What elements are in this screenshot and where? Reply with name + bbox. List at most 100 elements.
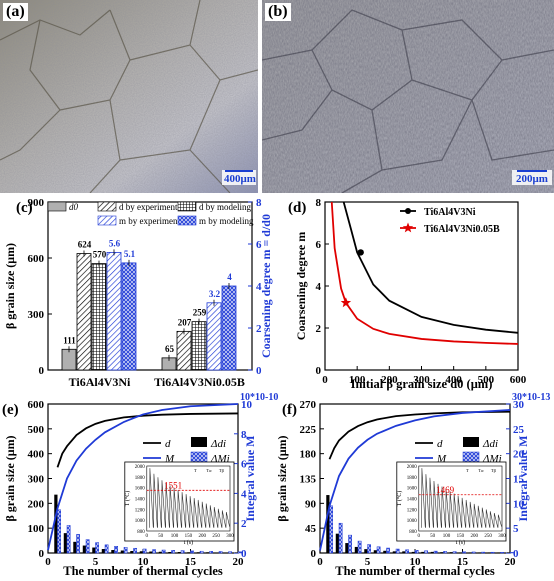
e-bar-delta-M xyxy=(228,551,232,554)
c-bar xyxy=(121,262,137,371)
c-bar xyxy=(106,251,122,371)
e-ytick-right-label: 6 xyxy=(241,459,247,471)
d-ytick-label: 0 xyxy=(316,365,322,377)
f-ytick-right-label: 20 xyxy=(513,449,525,461)
f-ytick-label: 135 xyxy=(300,474,317,486)
e-inset-ytick-label: 2000 xyxy=(135,465,146,470)
e-bar-delta-d xyxy=(177,552,181,553)
c-ytick-right-label: 8 xyxy=(256,197,262,209)
f-inset-xlabel: t (s) xyxy=(456,539,466,546)
f-xtick-label: 5 xyxy=(365,556,371,568)
d-ytick-label: 4 xyxy=(316,281,322,293)
f-bar-delta-M xyxy=(367,544,371,554)
c-legend-text: d by modeling xyxy=(199,202,251,212)
c-bar-label: 5.6 xyxy=(109,238,121,248)
micrograph-a-image xyxy=(0,0,258,193)
e-bar-delta-M xyxy=(104,544,109,554)
panel-label-d: (d) xyxy=(288,200,306,216)
f-bar-delta-d xyxy=(506,552,510,553)
scale-bar-a: 400μm xyxy=(222,170,256,185)
f-bar-delta-M xyxy=(338,522,343,554)
c-bar-label: 4 xyxy=(227,272,232,282)
d-xtick-label: 200 xyxy=(381,374,398,386)
f-bar-delta-d xyxy=(487,552,491,553)
e-ytick-right-label: 2 xyxy=(241,518,247,530)
e-bar-delta-M xyxy=(66,525,71,554)
f-inset-annotation: 1469 xyxy=(436,485,455,495)
c-bar-label: 259 xyxy=(193,308,207,318)
e-ytick-label: 0 xyxy=(39,548,45,560)
c-bar xyxy=(91,263,107,371)
e-inset-xtick-label: 150 xyxy=(185,534,193,539)
f-bar-delta-M xyxy=(395,548,400,554)
f-legend-text: Δdi xyxy=(482,438,498,450)
e-bar-delta-d xyxy=(206,552,210,553)
f-inset-legend-text: T xyxy=(466,468,469,473)
e-inset-ytick-label: 1800 xyxy=(135,476,146,481)
e-ytick-label: 500 xyxy=(28,424,45,436)
e-inset-xtick-label: 300 xyxy=(226,534,234,539)
e-inset-ytick-label: 1000 xyxy=(135,519,146,524)
f-bar-delta-M xyxy=(414,550,419,554)
f-inset-legend-text: Tβ xyxy=(491,468,497,473)
e-bar-delta-M xyxy=(218,551,223,554)
c-bar-label: 3.2 xyxy=(209,289,221,299)
c-legend-text: m by modeling xyxy=(199,216,254,226)
c-ytick-label: 600 xyxy=(28,253,45,265)
f-inset-ytick-label: 1200 xyxy=(407,508,418,513)
e-bar-delta-M xyxy=(85,539,90,554)
e-ytick-label: 600 xyxy=(28,399,45,411)
f-ytick-right-label: 5 xyxy=(513,523,519,535)
f-bar-delta-M xyxy=(329,505,333,554)
f-M-curve xyxy=(319,409,511,551)
e-inset-legend-text: Tα xyxy=(206,468,212,473)
c-bar-label: 5.1 xyxy=(124,249,136,259)
f-bar-delta-d xyxy=(326,495,330,553)
f-bar-delta-d xyxy=(459,552,463,553)
e-d-curve xyxy=(56,412,239,468)
f-ytick-label: 270 xyxy=(300,399,317,411)
e-ytick-right-label: 10 xyxy=(241,399,253,411)
e-bar-delta-d xyxy=(92,547,96,553)
c-ytick-label: 0 xyxy=(39,365,45,377)
f-bar-delta-d xyxy=(468,552,472,553)
f-ytick-right-label: 0 xyxy=(513,548,519,560)
f-inset-xtick-label: 100 xyxy=(443,534,451,539)
f-bar-delta-d xyxy=(411,551,415,553)
f-bar-delta-d xyxy=(478,552,482,553)
c-ylabel: β grain size (μm) xyxy=(3,243,17,329)
e-bar-delta-M xyxy=(57,509,61,554)
e-inset-legend-text: Tβ xyxy=(219,468,225,473)
e-ytick-label: 400 xyxy=(28,449,45,461)
panel-label-e: (e) xyxy=(2,402,19,418)
f-bar-delta-M xyxy=(471,551,476,554)
d-legend-marker xyxy=(402,222,414,233)
e-ylabel-right: Integral value M xyxy=(243,436,257,522)
e-inset-xlabel: t (s) xyxy=(184,539,194,546)
f-inset-ytick-label: 1600 xyxy=(407,487,418,492)
f-bar-delta-d xyxy=(440,552,444,553)
e-bar-delta-d xyxy=(158,551,162,553)
f-bar-delta-M xyxy=(509,552,514,554)
f-inset-xtick-label: 300 xyxy=(498,534,506,539)
e-bar-delta-M xyxy=(171,550,175,554)
f-ytick-right-label: 10 xyxy=(513,498,525,510)
e-bar-delta-d xyxy=(196,552,200,553)
e-ylabel: β grain size (μm) xyxy=(3,435,17,521)
f-bar-delta-M xyxy=(348,534,352,554)
e-xtick-label: 10 xyxy=(138,556,150,568)
f-ylabel-right: Integral value M xyxy=(516,436,530,522)
c-ytick-label: 900 xyxy=(28,197,45,209)
f-bar-delta-M xyxy=(376,546,381,554)
f-bar-delta-d xyxy=(430,551,434,553)
d-xtick-label: 600 xyxy=(510,374,527,386)
e-bar-delta-d xyxy=(149,551,153,553)
c-bar xyxy=(191,321,207,371)
e-legend-swatch-M xyxy=(190,451,208,463)
c-bar xyxy=(221,285,237,371)
d-ylabel: Coarsening degree m xyxy=(294,232,308,340)
f-inset-xtick-label: 250 xyxy=(484,534,492,539)
f-bar-delta-M xyxy=(433,550,438,554)
f-inset-xtick-label: 50 xyxy=(430,534,436,539)
f-inset-ytick-label: 800 xyxy=(409,530,417,535)
